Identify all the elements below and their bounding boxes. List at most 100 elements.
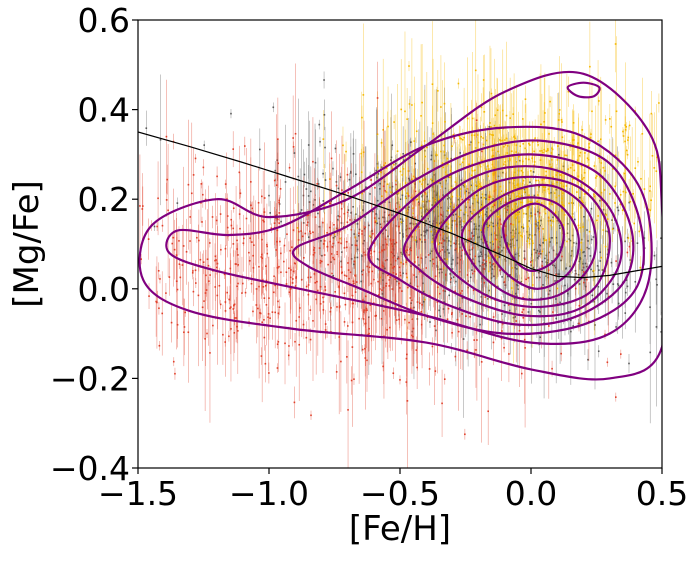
data-point — [351, 229, 353, 231]
data-point — [203, 261, 205, 263]
data-point — [222, 334, 224, 336]
data-point — [377, 167, 379, 169]
data-point — [637, 161, 639, 163]
data-point — [347, 409, 349, 411]
data-point — [463, 158, 465, 160]
data-point — [148, 238, 150, 240]
data-point — [203, 300, 205, 302]
data-point — [386, 283, 388, 285]
data-point — [548, 325, 550, 327]
data-point — [542, 152, 544, 154]
data-point — [464, 184, 466, 186]
data-point — [415, 191, 417, 193]
data-point — [447, 210, 449, 212]
data-point — [389, 285, 391, 287]
data-point — [325, 179, 327, 181]
data-point — [272, 311, 274, 313]
data-point — [258, 266, 260, 268]
data-point — [227, 215, 229, 217]
data-point — [356, 245, 358, 247]
data-point — [482, 193, 484, 195]
data-point — [499, 256, 501, 258]
data-point — [220, 213, 222, 215]
data-point — [649, 306, 651, 308]
data-point — [530, 170, 532, 172]
data-point — [460, 209, 462, 211]
data-point — [493, 263, 495, 265]
data-point — [583, 251, 585, 253]
data-point — [403, 168, 405, 170]
data-point — [617, 207, 619, 209]
data-point — [469, 238, 471, 240]
data-point — [278, 222, 280, 224]
data-point — [471, 213, 473, 215]
data-point — [381, 289, 383, 291]
data-point — [597, 215, 599, 217]
data-point — [525, 98, 527, 100]
data-point — [312, 161, 314, 163]
data-point — [432, 259, 434, 261]
data-point — [448, 223, 450, 225]
data-point — [520, 235, 522, 237]
data-point — [554, 280, 556, 282]
data-point — [565, 267, 567, 269]
data-point — [278, 202, 280, 204]
data-point — [324, 254, 326, 256]
data-point — [522, 317, 524, 319]
data-point — [403, 263, 405, 265]
data-point — [208, 280, 210, 282]
data-point — [362, 274, 364, 276]
data-point — [356, 281, 358, 283]
data-point — [463, 221, 465, 223]
data-point — [514, 187, 516, 189]
data-point — [341, 203, 343, 205]
data-point — [652, 155, 654, 157]
data-point — [499, 218, 501, 220]
data-point — [640, 178, 642, 180]
data-point — [396, 319, 398, 321]
data-point — [450, 170, 452, 172]
data-point — [605, 246, 607, 248]
data-point — [451, 313, 453, 315]
data-point — [475, 184, 477, 186]
x-axis-label: [Fe/H] — [349, 509, 451, 549]
data-point — [387, 126, 389, 128]
data-point — [276, 184, 278, 186]
data-point — [312, 231, 314, 233]
data-point — [261, 196, 263, 198]
data-point — [292, 137, 294, 139]
data-point — [462, 250, 464, 252]
data-point — [441, 403, 443, 405]
data-point — [497, 246, 499, 248]
x-tick-label: −0.5 — [360, 474, 440, 513]
data-point — [220, 304, 222, 306]
data-point — [448, 240, 450, 242]
data-point — [284, 245, 286, 247]
data-point — [375, 315, 377, 317]
data-point — [393, 164, 395, 166]
data-point — [580, 152, 582, 154]
data-point — [323, 243, 325, 245]
data-point — [507, 209, 509, 211]
data-point — [485, 296, 487, 298]
data-point — [455, 248, 457, 250]
data-point — [451, 145, 453, 147]
data-point — [638, 231, 640, 233]
data-point — [634, 167, 636, 169]
data-point — [568, 203, 570, 205]
data-point — [410, 141, 412, 143]
data-point — [435, 370, 437, 372]
data-point — [516, 214, 518, 216]
data-point — [360, 153, 362, 155]
data-point — [347, 325, 349, 327]
data-point — [583, 177, 585, 179]
data-point — [332, 168, 334, 170]
data-point — [235, 263, 237, 265]
data-point — [156, 302, 158, 304]
data-point — [389, 187, 391, 189]
data-point — [499, 227, 501, 229]
data-point — [597, 265, 599, 267]
data-point — [353, 153, 355, 155]
data-point — [156, 226, 158, 228]
data-point — [289, 167, 291, 169]
